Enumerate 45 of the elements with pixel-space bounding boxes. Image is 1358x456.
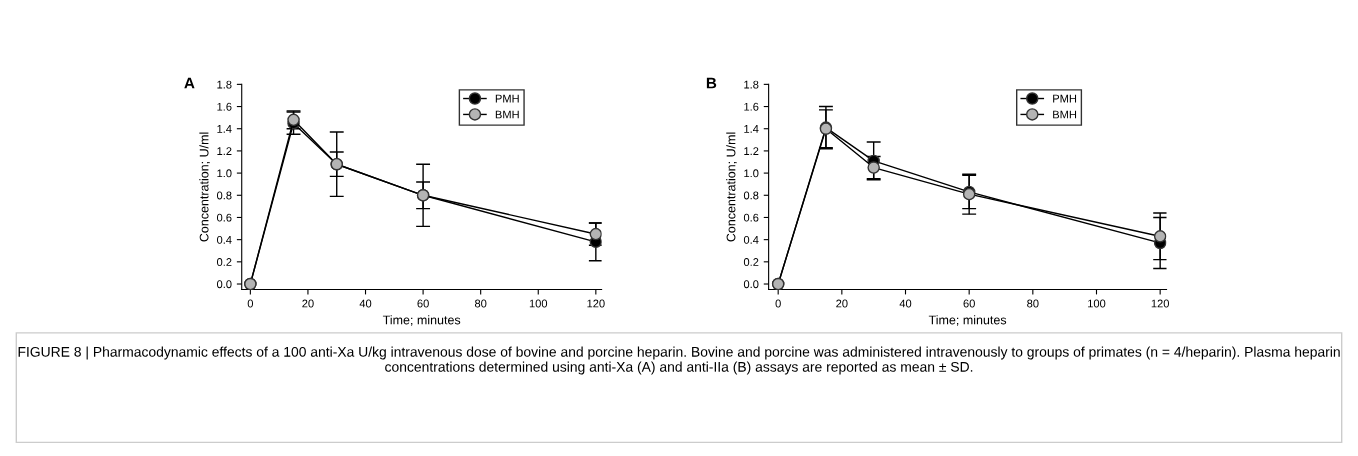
y-tick-label: 1.2 [744, 147, 759, 155]
x-tick-label: 120 [1151, 299, 1169, 308]
caption: FIGURE 8 | Pharmacodynamic effects of a 100 anti-Xa U/kg intravenous dose of bovine and porcine heparin. Bovine and porcine was administered intravenously to groups of primates (n = 4/heparin). Plasma heparin concentrations determined using anti-Xa (A) and anti-IIa (B) assays are reported as mean ± SD. [18, 346, 1340, 375]
y-tick-label: 0.0 [216, 280, 232, 289]
y-tick-label: 1.4 [217, 125, 232, 133]
chart-title: A [184, 77, 195, 89]
chart-title: B [706, 77, 717, 89]
x-axis-title: Time; minutes [382, 315, 461, 326]
y-tick-label: 1.6 [217, 102, 232, 111]
x-tick-label: 100 [1088, 299, 1106, 308]
legend-label: PMH [495, 94, 519, 103]
y-axis-title: Concentration; U/ml [726, 132, 737, 242]
y-tick-label: 1.2 [217, 147, 232, 155]
x-tick-label: 100 [529, 299, 548, 308]
legend-label: PMH [1053, 94, 1077, 103]
y-tick-label: 0.2 [216, 258, 232, 266]
x-tick-label: 80 [1027, 299, 1039, 308]
legend-label: BMH [1053, 110, 1077, 119]
x-tick-label: 20 [836, 299, 848, 308]
x-tick-label: 60 [417, 299, 429, 308]
x-tick-label: 60 [963, 299, 975, 308]
legend-label: BMH [495, 110, 519, 119]
x-tick-label: 20 [302, 299, 314, 308]
y-tick-label: 1.4 [744, 125, 759, 133]
y-tick-label: 0.4 [216, 235, 232, 244]
y-tick-label: 1.8 [744, 80, 759, 89]
y-tick-label: 0.0 [743, 280, 759, 289]
x-tick-label: 0 [247, 299, 254, 308]
y-tick-label: 0.8 [216, 191, 232, 200]
y-axis-title: Concentration; U/ml [199, 132, 211, 242]
y-tick-label: 1.8 [217, 80, 232, 89]
y-tick-label: 0.6 [216, 213, 232, 222]
x-tick-label: 80 [474, 299, 487, 308]
y-tick-label: 1.0 [744, 169, 759, 178]
x-tick-label: 40 [359, 299, 372, 308]
x-tick-label: 120 [587, 299, 605, 308]
y-tick-label: 0.4 [743, 235, 759, 244]
x-tick-label: 0 [775, 299, 781, 308]
y-tick-label: 0.6 [743, 213, 759, 222]
y-tick-label: 0.2 [743, 258, 759, 266]
y-tick-label: 1.0 [217, 169, 232, 178]
y-tick-label: 1.6 [744, 102, 759, 111]
x-tick-label: 40 [899, 299, 912, 308]
y-tick-label: 0.8 [743, 191, 759, 200]
x-axis-title: Time; minutes [928, 315, 1007, 326]
